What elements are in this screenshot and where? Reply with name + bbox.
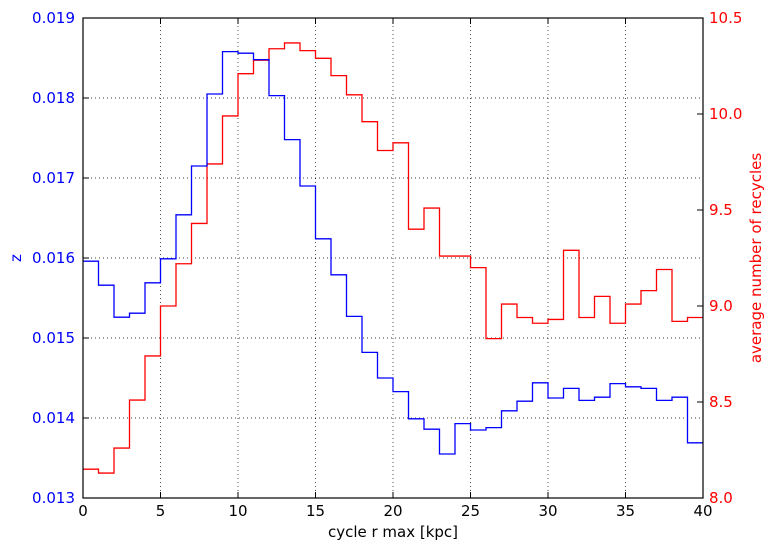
x-tick-label: 25 bbox=[461, 502, 480, 520]
x-tick-label: 10 bbox=[228, 502, 247, 520]
right-y-tick-label: 9.0 bbox=[709, 297, 733, 315]
right-y-tick-label: 8.0 bbox=[709, 489, 733, 507]
right-y-tick-label: 9.5 bbox=[709, 201, 733, 219]
x-tick-label: 20 bbox=[383, 502, 402, 520]
x-tick-label: 40 bbox=[693, 502, 712, 520]
tick-marks bbox=[82, 17, 704, 499]
x-tick-label: 5 bbox=[156, 502, 166, 520]
right-y-tick-label: 10.5 bbox=[709, 9, 742, 27]
left-y-tick-label: 0.018 bbox=[32, 89, 75, 107]
x-tick-label: 15 bbox=[306, 502, 325, 520]
left-y-tick-label: 0.015 bbox=[32, 329, 75, 347]
series-line-z bbox=[83, 50, 703, 455]
left-y-axis-title: z bbox=[7, 254, 25, 262]
left-y-tick-label: 0.014 bbox=[32, 409, 75, 427]
left-y-tick-label: 0.013 bbox=[32, 489, 75, 507]
series-layer bbox=[83, 42, 703, 474]
right-y-tick-label: 10.0 bbox=[709, 105, 742, 123]
x-tick-label: 35 bbox=[616, 502, 635, 520]
x-axis-title: cycle r max [kpc] bbox=[328, 523, 458, 541]
left-y-tick-label: 0.016 bbox=[32, 249, 75, 267]
left-y-tick-label: 0.019 bbox=[32, 9, 75, 27]
right-y-tick-label: 8.5 bbox=[709, 393, 733, 411]
x-tick-label: 0 bbox=[78, 502, 88, 520]
left-y-tick-label: 0.017 bbox=[32, 169, 75, 187]
series-line-average-recycles bbox=[83, 42, 703, 474]
x-tick-label: 30 bbox=[538, 502, 557, 520]
tick-labels: 0 5 10 15 20 25 30 35 40 0.013 0.014 0.015 0.016 0.01… bbox=[32, 9, 742, 520]
right-y-axis-title: average number of recycles bbox=[747, 153, 765, 364]
